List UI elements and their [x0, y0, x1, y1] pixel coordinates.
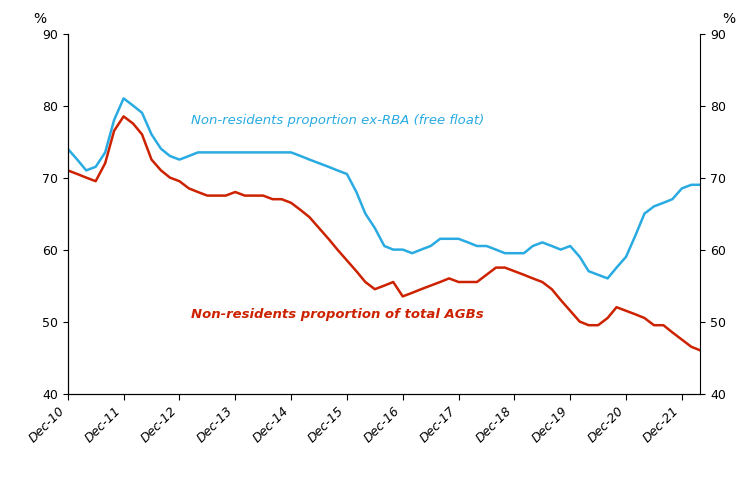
- Text: %: %: [722, 12, 735, 26]
- Text: %: %: [33, 12, 46, 26]
- Text: Non-residents proportion ex-RBA (free float): Non-residents proportion ex-RBA (free fl…: [191, 114, 484, 127]
- Text: Non-residents proportion of total AGBs: Non-residents proportion of total AGBs: [191, 308, 483, 321]
